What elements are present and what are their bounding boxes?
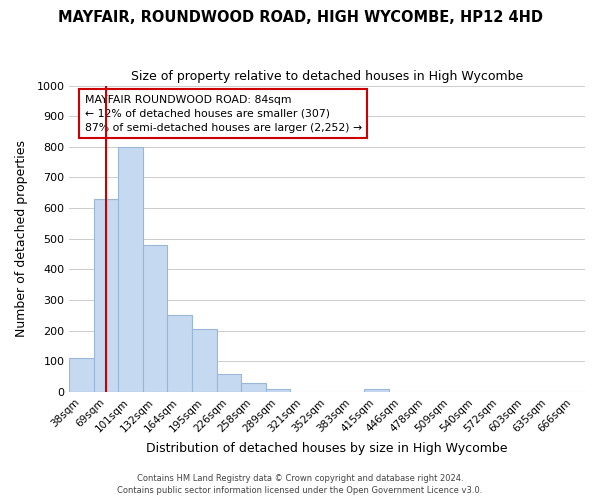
Bar <box>167 316 192 392</box>
Text: MAYFAIR ROUNDWOOD ROAD: 84sqm
← 12% of detached houses are smaller (307)
87% of : MAYFAIR ROUNDWOOD ROAD: 84sqm ← 12% of d… <box>85 94 362 132</box>
Bar <box>217 374 241 392</box>
Bar <box>364 390 389 392</box>
Bar <box>143 245 167 392</box>
Text: MAYFAIR, ROUNDWOOD ROAD, HIGH WYCOMBE, HP12 4HD: MAYFAIR, ROUNDWOOD ROAD, HIGH WYCOMBE, H… <box>58 10 542 25</box>
Bar <box>69 358 94 392</box>
Bar <box>94 199 118 392</box>
Y-axis label: Number of detached properties: Number of detached properties <box>15 140 28 338</box>
X-axis label: Distribution of detached houses by size in High Wycombe: Distribution of detached houses by size … <box>146 442 508 455</box>
Bar <box>192 329 217 392</box>
Text: Contains HM Land Registry data © Crown copyright and database right 2024.
Contai: Contains HM Land Registry data © Crown c… <box>118 474 482 495</box>
Bar <box>118 147 143 392</box>
Bar <box>266 389 290 392</box>
Bar <box>241 384 266 392</box>
Title: Size of property relative to detached houses in High Wycombe: Size of property relative to detached ho… <box>131 70 523 83</box>
